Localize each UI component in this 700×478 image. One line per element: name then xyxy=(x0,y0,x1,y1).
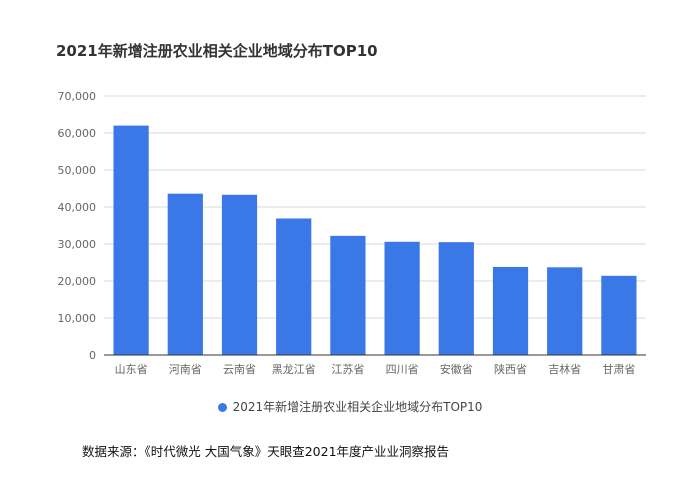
y-tick-label: 60,000 xyxy=(58,127,97,140)
x-tick-label: 黑龙江省 xyxy=(272,363,316,376)
bar xyxy=(221,194,258,355)
chart-title: 2021年新增注册农业相关企业地域分布TOP10 xyxy=(56,42,378,60)
bar-chart: 0 10,000 20,000 30,000 40,000 50,000 60,000 70,… xyxy=(58,90,646,376)
x-tick-label: 山东省 xyxy=(115,363,148,376)
x-tick-label: 甘肃省 xyxy=(602,363,635,376)
bar xyxy=(438,242,474,355)
x-tick-label: 云南省 xyxy=(223,363,256,376)
legend-marker xyxy=(217,403,227,412)
x-axis-ticks: 山东省 河南省 云南省 黑龙江省 江苏省 四川省 安徽省 陕西省 吉林省 甘肃省 xyxy=(115,362,636,376)
source-note: 数据来源：《时代微光 大国气象》天眼查2021年度产业业洞察报告 xyxy=(82,444,450,459)
legend-label: 2021年新增注册农业相关企业地域分布TOP10 xyxy=(232,400,483,414)
bar xyxy=(167,193,203,355)
bar xyxy=(384,241,420,355)
y-tick-label: 0 xyxy=(89,349,96,362)
bar xyxy=(330,235,366,355)
x-tick-label: 陕西省 xyxy=(494,362,527,376)
y-tick-label: 20,000 xyxy=(58,275,97,288)
x-tick-label: 四川省 xyxy=(386,363,419,376)
y-axis-ticks: 0 10,000 20,000 30,000 40,000 50,000 60,000 70,… xyxy=(58,90,97,362)
bar xyxy=(547,267,583,355)
x-tick-label: 河南省 xyxy=(169,363,202,376)
bar xyxy=(492,266,529,355)
x-tick-label: 吉林省 xyxy=(548,362,581,376)
y-tick-label: 50,000 xyxy=(58,164,97,177)
y-tick-label: 40,000 xyxy=(58,201,97,214)
bars xyxy=(113,125,637,355)
legend: 2021年新增注册农业相关企业地域分布TOP10 xyxy=(0,398,700,415)
y-tick-label: 70,000 xyxy=(58,90,97,103)
x-tick-label: 江苏省 xyxy=(331,363,364,376)
y-tick-label: 30,000 xyxy=(58,238,97,251)
bar xyxy=(276,218,312,355)
y-tick-label: 10,000 xyxy=(58,312,97,325)
bar xyxy=(113,125,149,355)
bar xyxy=(601,275,637,355)
x-tick-label: 安徽省 xyxy=(440,362,473,376)
